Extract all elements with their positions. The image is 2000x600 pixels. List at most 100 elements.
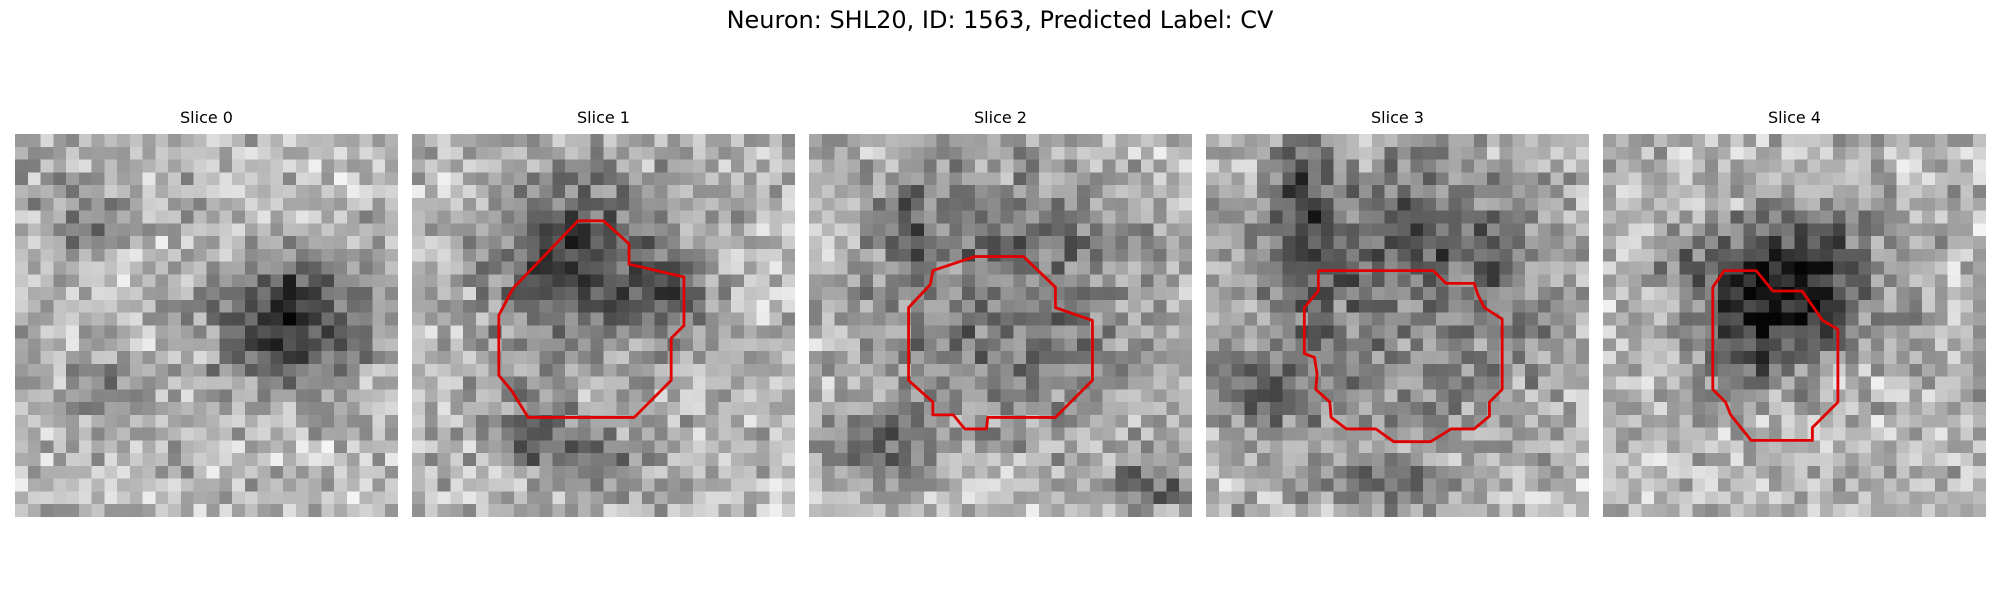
image-pixel [1231, 491, 1245, 505]
image-pixel [1179, 236, 1192, 250]
image-pixel [1743, 389, 1757, 403]
image-pixel [1768, 172, 1782, 186]
image-pixel [1550, 465, 1564, 479]
image-pixel [1794, 299, 1808, 313]
image-pixel [1257, 299, 1271, 313]
image-pixel [616, 389, 630, 403]
image-pixel [1934, 146, 1948, 160]
image-pixel [1973, 134, 1986, 148]
image-pixel [1717, 414, 1731, 428]
image-pixel [1717, 312, 1731, 326]
image-pixel [1947, 325, 1961, 339]
image-pixel [1359, 465, 1373, 479]
image-pixel [1346, 389, 1360, 403]
slice-title-4: Slice 4 [1768, 108, 1821, 127]
image-pixel [1295, 453, 1309, 467]
image-pixel [1179, 134, 1192, 148]
image-pixel [1807, 159, 1821, 173]
image-pixel [1128, 478, 1142, 492]
image-pixel [1384, 351, 1398, 365]
image-pixel [949, 274, 963, 288]
image-pixel [308, 427, 322, 441]
image-pixel [718, 402, 732, 416]
image-pixel [1666, 414, 1680, 428]
image-pixel [1282, 351, 1296, 365]
image-pixel [1512, 338, 1526, 352]
image-pixel [885, 287, 899, 301]
image-pixel [53, 287, 67, 301]
image-pixel [1563, 223, 1577, 237]
image-pixel [565, 274, 579, 288]
image-pixel [1026, 172, 1040, 186]
image-pixel [654, 478, 668, 492]
image-pixel [1153, 338, 1167, 352]
image-pixel [756, 402, 770, 416]
image-pixel [1603, 453, 1617, 467]
image-pixel [1896, 223, 1910, 237]
image-pixel [1051, 389, 1065, 403]
image-pixel [1960, 427, 1974, 441]
image-pixel [756, 197, 770, 211]
image-pixel [437, 299, 451, 313]
image-pixel [244, 223, 258, 237]
image-pixel [53, 146, 67, 160]
image-pixel [756, 325, 770, 339]
image-pixel [692, 465, 706, 479]
image-pixel [1026, 389, 1040, 403]
image-pixel [1871, 389, 1885, 403]
image-pixel [692, 223, 706, 237]
image-pixel [488, 236, 502, 250]
image-pixel [1730, 504, 1744, 517]
image-pixel [1871, 491, 1885, 505]
image-pixel [1038, 478, 1052, 492]
image-pixel [1537, 414, 1551, 428]
image-pixel [1384, 223, 1398, 237]
image-pixel [949, 440, 963, 454]
image-pixel [1666, 159, 1680, 173]
image-pixel [680, 402, 694, 416]
image-pixel [1692, 363, 1706, 377]
image-pixel [1244, 389, 1258, 403]
image-pixel [53, 504, 67, 517]
image-pixel [53, 440, 67, 454]
image-pixel [1794, 338, 1808, 352]
image-pixel [1641, 146, 1655, 160]
image-pixel [641, 274, 655, 288]
image-pixel [1179, 440, 1192, 454]
image-pixel [1883, 376, 1897, 390]
image-pixel [1486, 504, 1500, 517]
image-pixel [91, 159, 105, 173]
image-pixel [1960, 312, 1974, 326]
image-pixel [1231, 146, 1245, 160]
image-pixel [1206, 351, 1220, 365]
image-pixel [680, 299, 694, 313]
image-pixel [1858, 325, 1872, 339]
image-pixel [1333, 274, 1347, 288]
image-pixel [15, 210, 29, 224]
image-pixel [1051, 274, 1065, 288]
image-pixel [1077, 325, 1091, 339]
image-pixel [1397, 427, 1411, 441]
image-pixel [91, 210, 105, 224]
image-pixel [1089, 478, 1103, 492]
image-pixel [1435, 363, 1449, 377]
image-pixel [1346, 453, 1360, 467]
image-pixel [552, 248, 566, 262]
image-pixel [872, 299, 886, 313]
image-pixel [1410, 440, 1424, 454]
image-pixel [1486, 491, 1500, 505]
image-pixel [91, 427, 105, 441]
image-pixel [1333, 134, 1347, 148]
image-pixel [53, 274, 67, 288]
image-pixel [1654, 440, 1668, 454]
image-pixel [346, 491, 360, 505]
image-pixel [53, 172, 67, 186]
image-pixel [283, 504, 297, 517]
image-pixel [526, 338, 540, 352]
image-pixel [731, 465, 745, 479]
image-pixel [1947, 376, 1961, 390]
image-pixel [821, 363, 835, 377]
image-pixel [1730, 299, 1744, 313]
image-pixel [743, 299, 757, 313]
image-pixel [1550, 159, 1564, 173]
